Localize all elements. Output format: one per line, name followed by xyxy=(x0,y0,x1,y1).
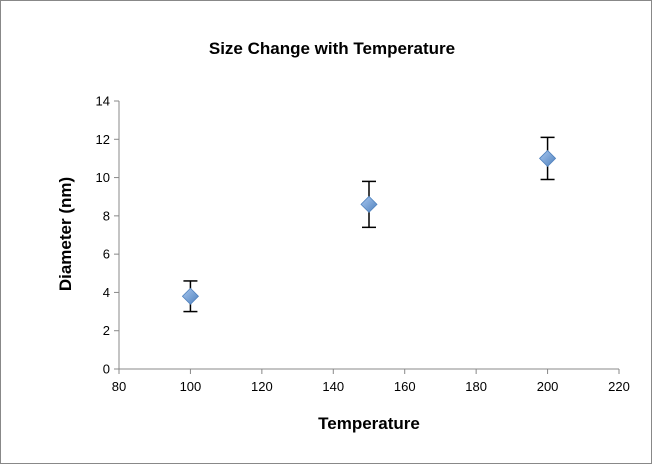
x-axis-title: Temperature xyxy=(318,414,420,433)
x-tick-label: 220 xyxy=(608,379,630,394)
x-axis: 80 100 120 140 160 180 200 220 xyxy=(112,368,630,394)
data-points xyxy=(181,136,557,313)
data-point-marker xyxy=(539,149,557,167)
y-tick-label: 10 xyxy=(96,170,110,185)
y-tick-label: 12 xyxy=(96,132,110,147)
x-tick-label: 180 xyxy=(465,379,487,394)
x-tick-label: 160 xyxy=(394,379,416,394)
x-tick-label: 80 xyxy=(112,379,126,394)
y-tick-label: 0 xyxy=(103,362,110,377)
y-tick-label: 8 xyxy=(103,208,110,223)
y-tick-label: 2 xyxy=(103,323,110,338)
y-tick-label: 6 xyxy=(103,247,110,262)
chart-title: Size Change with Temperature xyxy=(209,39,455,58)
x-tick-label: 100 xyxy=(180,379,202,394)
y-tick-label: 4 xyxy=(103,285,110,300)
y-tick-label: 14 xyxy=(96,94,110,109)
data-point-marker xyxy=(181,287,199,305)
x-tick-label: 140 xyxy=(322,379,344,394)
y-axis: 0 2 4 6 8 10 12 14 xyxy=(96,94,120,377)
data-point-marker xyxy=(360,195,378,213)
y-axis-title: Diameter (nm) xyxy=(56,177,75,291)
x-tick-label: 200 xyxy=(537,379,559,394)
x-tick-label: 120 xyxy=(251,379,273,394)
